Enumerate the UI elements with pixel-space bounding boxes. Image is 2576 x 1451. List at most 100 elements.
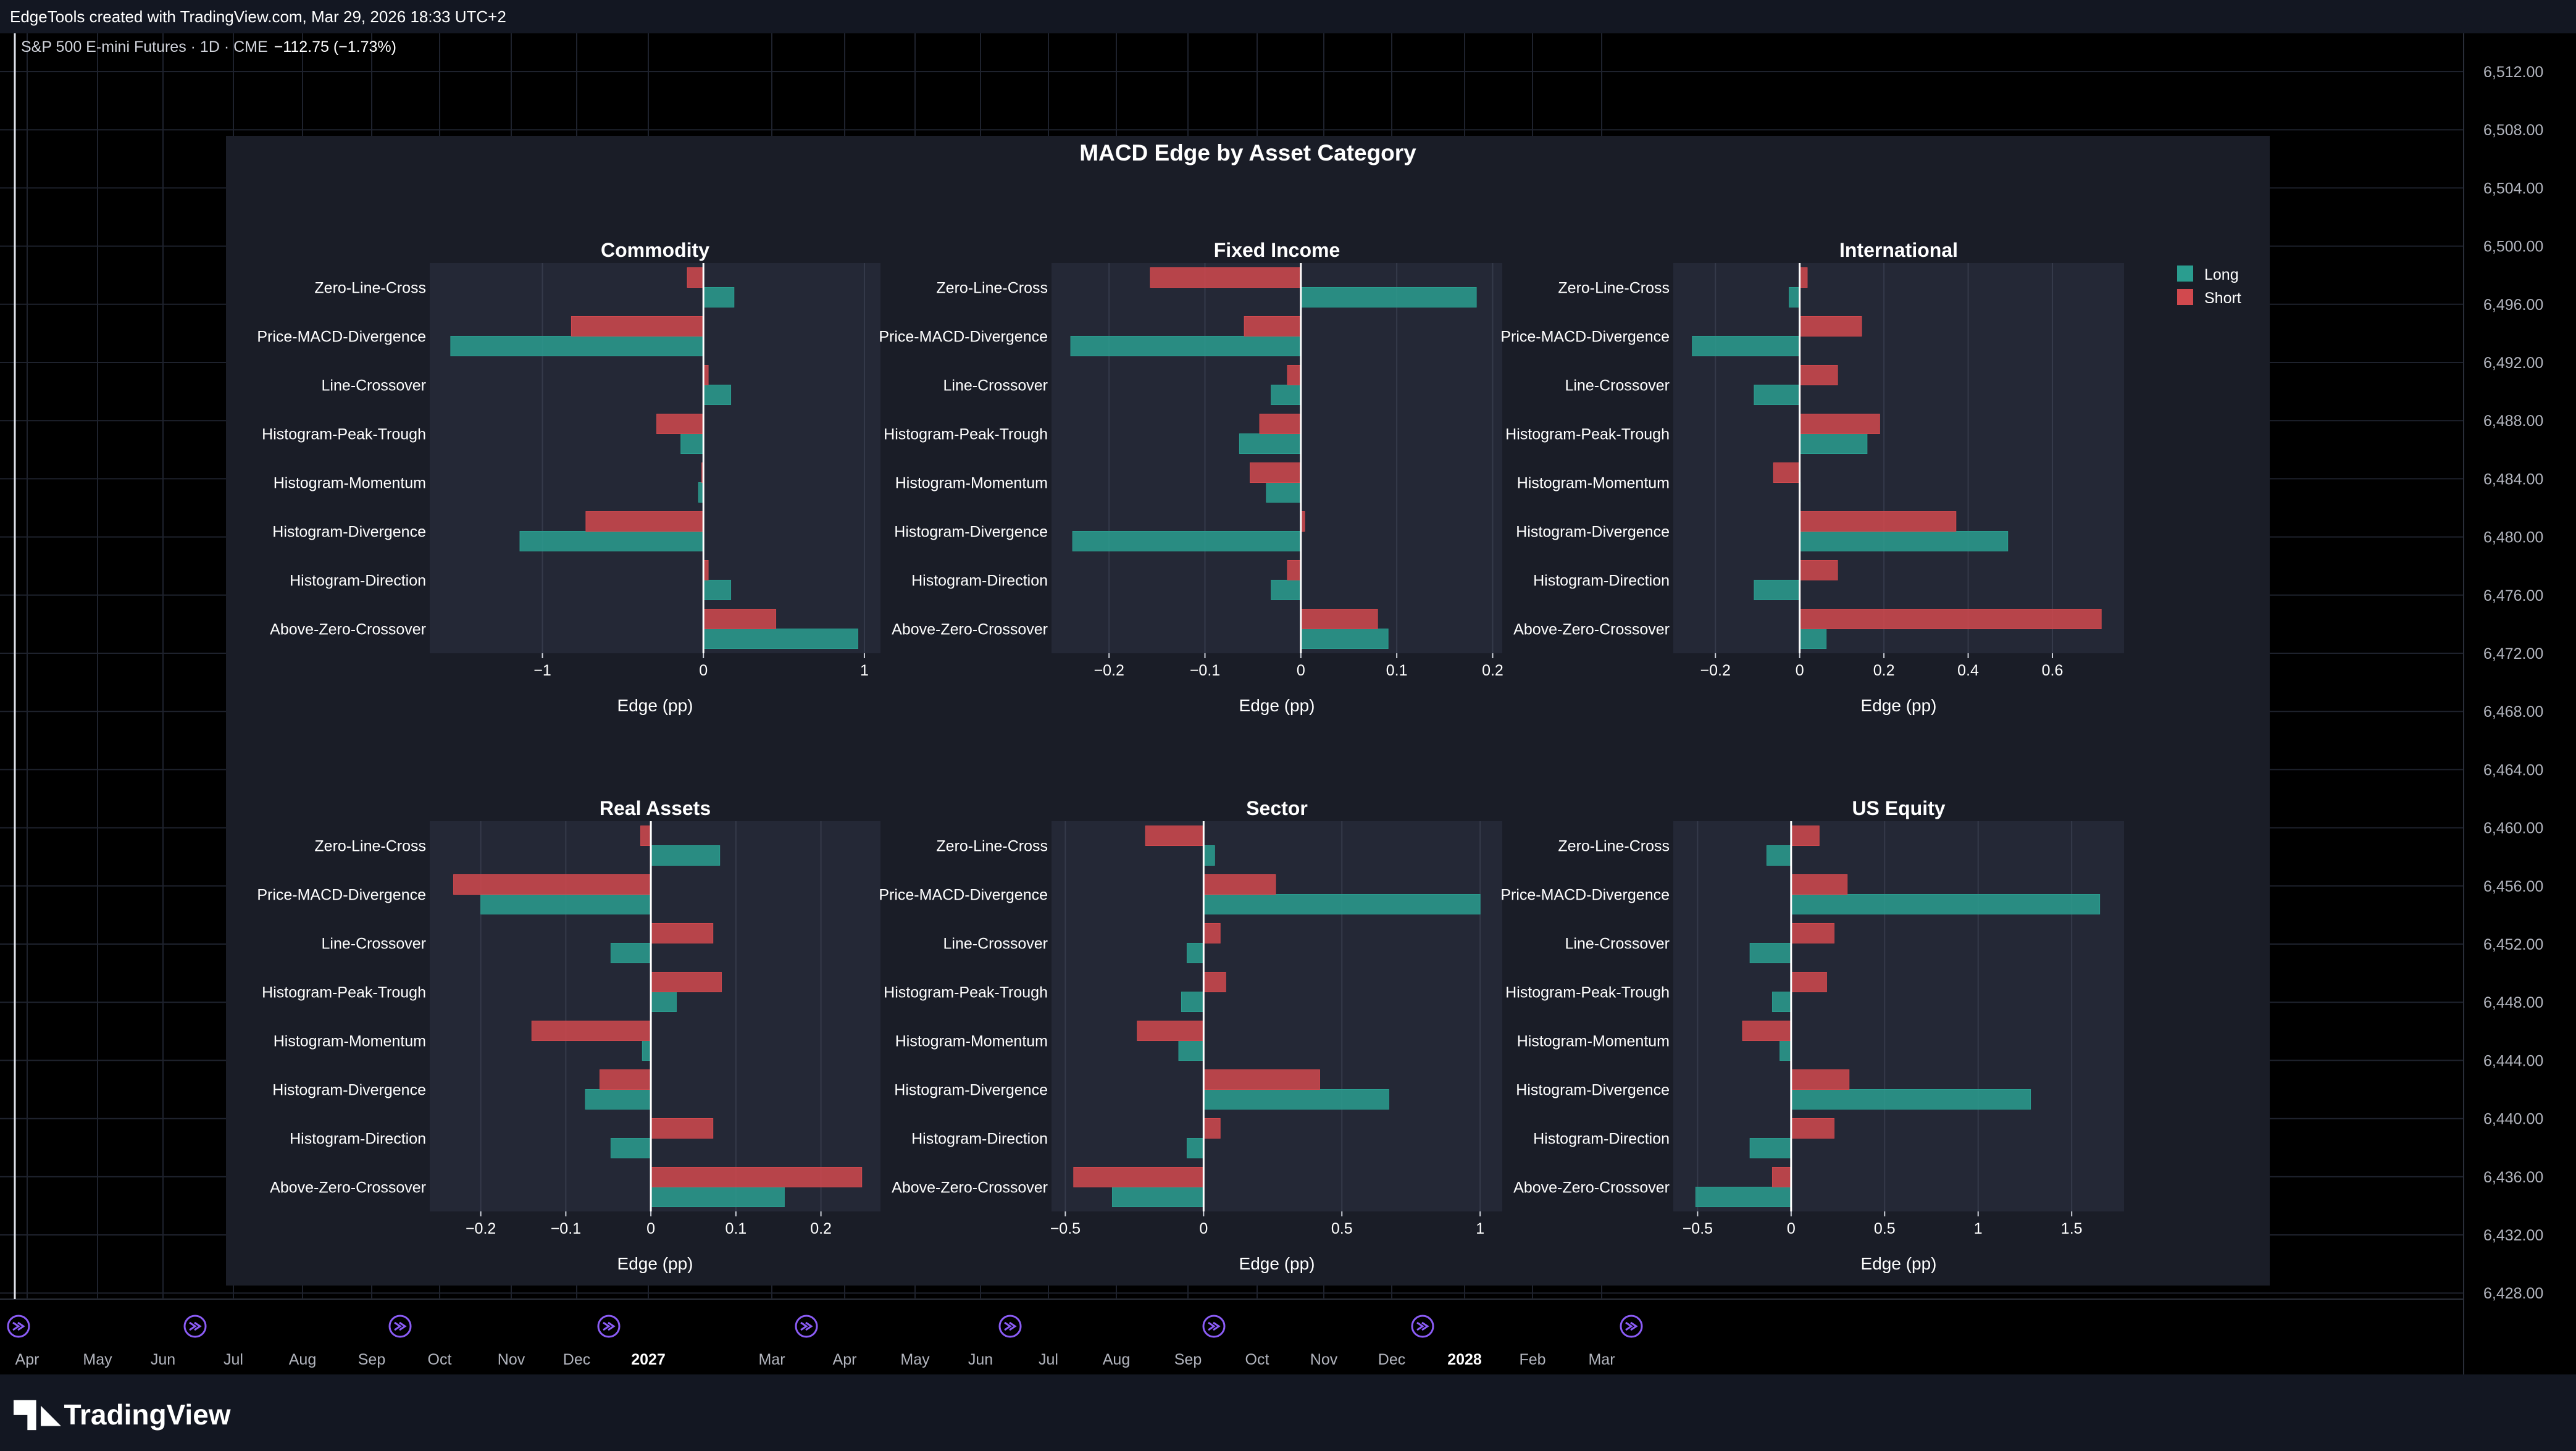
y-tick-label: Histogram-Direction — [290, 572, 426, 590]
arrow-circle-icon-ring — [597, 1315, 621, 1338]
time-axis-label: Aug — [289, 1351, 316, 1368]
bar-short — [1244, 316, 1302, 337]
x-axis-label: Edge (pp) — [1239, 696, 1315, 715]
bar-short — [531, 1021, 651, 1041]
bar-short — [1250, 462, 1302, 483]
bar-long — [1695, 1187, 1792, 1207]
subplot-fixed-income: Fixed Income −0.2 −0.1 0 0.1 0.2 Zero-Line-Cro… — [879, 239, 1503, 715]
arrow-circle-icon[interactable] — [183, 1315, 207, 1338]
x-tick-label: −0.2 — [466, 1220, 496, 1237]
symbol-name[interactable]: S&P 500 E-mini Futures · 1D · CME — [21, 38, 268, 56]
arrow-circle-icon[interactable] — [7, 1315, 30, 1338]
y-tick-label: Line-Crossover — [1565, 935, 1670, 953]
bar-long — [642, 1040, 651, 1061]
time-axis-label: Oct — [428, 1351, 452, 1368]
y-tick-label: Histogram-Divergence — [1516, 1082, 1670, 1099]
bar-short — [1791, 826, 1820, 846]
price-scale-label: 6,476.00 — [2483, 587, 2543, 604]
arrow-circle-icon-ring — [1202, 1315, 1226, 1338]
x-axis-label: Edge (pp) — [1239, 1254, 1315, 1273]
price-scale-label: 6,500.00 — [2483, 238, 2543, 256]
bar-long — [1266, 482, 1302, 503]
bar-short — [687, 267, 704, 288]
y-tick-label: Zero-Line-Cross — [1558, 838, 1670, 855]
y-tick-label: Histogram-Momentum — [274, 1033, 426, 1050]
price-scale-label: 6,504.00 — [2483, 180, 2543, 197]
y-tick-label: Histogram-Momentum — [1517, 475, 1670, 492]
bar-long — [519, 531, 704, 551]
bar-long — [1799, 433, 1868, 454]
price-scale-label: 6,480.00 — [2483, 529, 2543, 546]
x-tick-label: 0 — [1796, 662, 1804, 679]
y-tick-label: Zero-Line-Cross — [936, 838, 1048, 855]
bar-long — [650, 1187, 785, 1207]
bar-short — [1203, 874, 1276, 895]
bar-long — [1754, 385, 1800, 405]
arrow-circle-icon[interactable] — [1620, 1315, 1643, 1338]
x-tick-label: 0.5 — [1874, 1220, 1896, 1237]
price-scale-label: 6,472.00 — [2483, 645, 2543, 663]
x-tick-label: 0.5 — [1331, 1220, 1353, 1237]
x-tick-label: 0.6 — [2042, 662, 2064, 679]
bar-long — [1112, 1187, 1204, 1207]
price-scale-label: 6,440.00 — [2483, 1111, 2543, 1128]
y-tick-label: Histogram-Direction — [911, 1131, 1048, 1148]
subplot-title: International — [1839, 239, 1958, 261]
legend-swatch-short — [2177, 289, 2193, 305]
y-tick-label: Histogram-Peak-Trough — [262, 426, 426, 443]
arrow-circle-icon-ring — [998, 1315, 1022, 1338]
y-tick-label: Line-Crossover — [321, 935, 426, 953]
price-scale-label: 6,512.00 — [2483, 64, 2543, 81]
y-tick-label: Histogram-Direction — [1533, 1131, 1670, 1148]
bar-long — [650, 845, 721, 866]
arrow-circle-icon[interactable] — [795, 1315, 818, 1338]
y-tick-label: Histogram-Direction — [1533, 572, 1670, 590]
x-tick-label: −1 — [533, 662, 551, 679]
arrow-circle-icon[interactable] — [1202, 1315, 1226, 1338]
bar-long — [1239, 433, 1302, 454]
bar-short — [1287, 365, 1302, 385]
bar-short — [650, 1167, 863, 1187]
bar-long — [1203, 1089, 1389, 1110]
symbol-legend[interactable]: S&P 500 E-mini Futures · 1D · CME −112.75… — [21, 38, 396, 56]
arrow-circle-icon[interactable] — [597, 1315, 621, 1338]
bar-long — [703, 287, 735, 307]
time-axis-label: May — [83, 1351, 112, 1368]
time-axis-label: Feb — [1519, 1351, 1545, 1368]
bar-long — [680, 433, 704, 454]
arrow-circle-icon-chevrons — [1625, 1321, 1638, 1331]
bar-short — [1137, 1021, 1204, 1041]
bar-long — [1766, 845, 1792, 866]
arrow-circle-icon[interactable] — [388, 1315, 412, 1338]
chart-legend: Long Short — [2177, 266, 2241, 307]
subplot-sector: Sector −0.5 0 0.5 1 Zero-Line-Cross Price-MACD… — [879, 797, 1502, 1273]
bar-short — [703, 609, 777, 629]
x-tick-label: 0 — [1199, 1220, 1208, 1237]
x-tick-label: 0 — [1297, 662, 1305, 679]
arrow-circle-icon[interactable] — [998, 1315, 1022, 1338]
price-scale-label: 6,460.00 — [2483, 820, 2543, 837]
bar-short — [1791, 972, 1827, 992]
tradingview-logo[interactable]: ▀▌◣ TradingView — [14, 1398, 231, 1431]
time-axis-label: Dec — [1378, 1351, 1405, 1368]
bar-short — [1203, 972, 1226, 992]
bar-long — [1692, 336, 1800, 356]
arrow-circle-icon[interactable] — [1411, 1315, 1434, 1338]
bar-long — [1772, 992, 1792, 1012]
y-tick-label: Price-MACD-Divergence — [1500, 887, 1670, 904]
y-tick-label: Zero-Line-Cross — [1558, 280, 1670, 297]
time-axis-label: Mar — [1588, 1351, 1615, 1368]
x-tick-label: −0.2 — [1700, 662, 1731, 679]
x-axis-label: Edge (pp) — [1861, 1254, 1937, 1273]
price-scale-label: 6,496.00 — [2483, 296, 2543, 314]
time-axis-label: Nov — [498, 1351, 525, 1368]
time-axis-label: Jul — [1039, 1351, 1058, 1368]
bar-long — [1178, 1040, 1204, 1061]
bar-long — [1300, 629, 1389, 649]
y-tick-label: Line-Crossover — [1565, 377, 1670, 395]
price-scale-label: 6,484.00 — [2483, 470, 2543, 488]
x-tick-label: 0.4 — [1957, 662, 1979, 679]
y-tick-label: Histogram-Direction — [911, 572, 1048, 590]
y-tick-label: Histogram-Divergence — [272, 1082, 426, 1099]
subplot-title: US Equity — [1852, 797, 1945, 819]
